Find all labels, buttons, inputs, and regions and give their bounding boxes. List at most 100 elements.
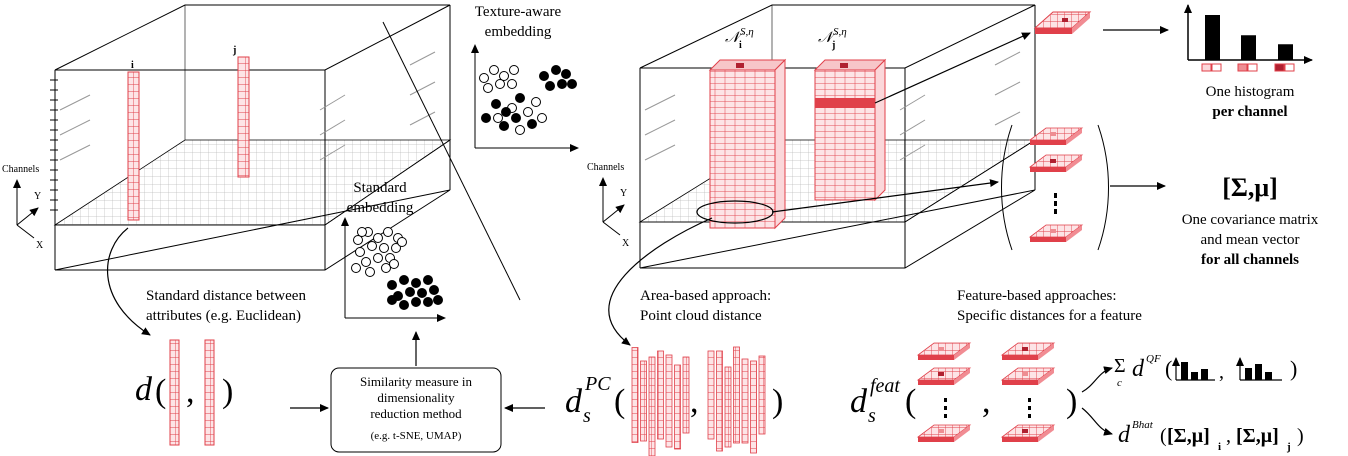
feature-slice-tile (1002, 355, 1038, 360)
scatter-point (479, 73, 489, 83)
bhat-arg2: [Σ,μ] (1236, 425, 1279, 447)
scatter-point (387, 295, 397, 305)
covariance-line-3: for all channels (1201, 252, 1299, 268)
formula-dpc-base: d (565, 383, 583, 420)
left-axes-glyph: Channels Y X (2, 164, 44, 251)
label-pixel-j: j (232, 45, 236, 56)
channel-slice-tile (1030, 140, 1066, 145)
scatter-point (355, 247, 365, 257)
standard-embedding-title-1: Standard (353, 180, 407, 196)
similarity-measure-box: Similarity measure in dimensionality red… (330, 367, 502, 453)
scatter-point (361, 257, 371, 267)
point-cloud-column (648, 356, 656, 456)
formula-dpc-comma: , (690, 383, 699, 420)
feature-slice-tile (1022, 429, 1028, 433)
scatter-point (433, 295, 443, 305)
neigh-j-sub: j (831, 40, 835, 51)
scatter-point (545, 81, 555, 91)
neighbourhood-prism-j (813, 58, 887, 202)
formula-standard-distance: d ( , ) (135, 339, 233, 446)
caption-area-based-2: Point cloud distance (640, 308, 762, 324)
point-cloud-column (707, 350, 715, 440)
channel-slice-tile (1030, 237, 1066, 242)
scatter-point (357, 227, 367, 237)
neighbourhood-prism-i (708, 58, 787, 230)
standard-embedding-white-points (351, 227, 407, 277)
feature-stack-i (916, 342, 972, 442)
channel-slice-tile (1050, 229, 1056, 233)
feature-slice-tile (1038, 425, 1054, 442)
scatter-point (495, 79, 505, 89)
qf-d: d (1132, 356, 1145, 382)
scatter-point (501, 107, 511, 117)
point-cloud-column (665, 354, 673, 448)
left-channel-axis (50, 70, 58, 225)
scatter-point (411, 297, 421, 307)
caption-feature-based-1: Feature-based approaches: (957, 288, 1117, 304)
point-cloud-column (657, 350, 664, 440)
scatter-point (561, 69, 571, 79)
qf-comma: , (1219, 361, 1224, 383)
scatter-point (391, 243, 401, 253)
histogram-bar (1241, 35, 1256, 60)
scatter-point (499, 121, 509, 131)
scatter-point (515, 125, 525, 135)
feature-stack-j (1000, 342, 1056, 442)
scatter-point (423, 275, 433, 285)
scatter-point (381, 263, 391, 273)
scatter-point (499, 71, 509, 81)
scatter-point (389, 259, 399, 269)
caption-area-based-1: Area-based approach: (640, 288, 771, 304)
scatter-point (557, 79, 567, 89)
formula-dfeat-sub: s (868, 405, 876, 427)
bhat-arg1: [Σ,μ] (1167, 425, 1210, 447)
arrow-left-to-distance (106, 227, 151, 336)
point-cloud-i (631, 347, 690, 456)
bhat-arg2-sub: j (1286, 441, 1291, 453)
label-pixel-i: i (131, 60, 134, 71)
histogram-bar (1205, 15, 1220, 60)
scatter-point (383, 227, 393, 237)
standard-embedding-plot: Standard embedding (341, 180, 446, 322)
scatter-point (539, 71, 549, 81)
scatter-point (489, 65, 499, 75)
left-axis-channels-label: Channels (2, 164, 39, 175)
caption-feature-based-2: Specific distances for a feature (957, 308, 1142, 324)
formula-dpc-close-paren: ) (772, 383, 783, 420)
texture-embedding-title-1: Texture-aware (475, 4, 562, 20)
formula-feature-distance: d s feat ( , ) (850, 342, 1077, 442)
feature-slice-tile (938, 372, 944, 376)
histogram-bar (1278, 44, 1293, 60)
formula-dfeat-close-paren: ) (1066, 383, 1077, 420)
feature-slice-tile (938, 429, 944, 433)
scatter-point (515, 93, 525, 103)
covariance-symbol: [Σ,μ] (1222, 173, 1278, 202)
point-cloud-column (640, 360, 647, 442)
point-cloud-j (707, 346, 766, 454)
feature-slice-tile (954, 368, 970, 385)
scatter-point (373, 253, 383, 263)
histogram-caption-2: per channel (1212, 104, 1287, 120)
formula-quadratic-form: Σ c d QF ( , ) (1114, 353, 1297, 389)
point-cloud-column (631, 347, 639, 443)
scatter-point (551, 65, 561, 75)
point-cloud-column (716, 350, 723, 452)
formula-d-close-paren: ) (222, 373, 233, 410)
divider-line (382, 21, 521, 301)
point-cloud-column (682, 356, 690, 434)
covariance-line-1: One covariance matrix (1182, 212, 1319, 228)
formula-d-comma: , (186, 373, 195, 410)
formula-dfeat-comma: , (982, 383, 991, 420)
scatter-point (527, 119, 537, 129)
scatter-point (509, 65, 519, 75)
similarity-line-3: reduction method (370, 406, 462, 421)
feature-slice-tile (918, 380, 954, 385)
bhat-d: d (1118, 422, 1131, 448)
scatter-point (417, 288, 427, 298)
scatter-point (491, 99, 501, 109)
formula-d-open-paren: ( (155, 373, 166, 410)
formula-bhattacharyya: d Bhat ( [Σ,μ] i , [Σ,μ] j ) (1118, 419, 1304, 453)
formula-dfeat-base: d (850, 383, 868, 420)
standard-embedding-title-2: embedding (347, 200, 414, 216)
pixel-column-j (237, 56, 250, 178)
